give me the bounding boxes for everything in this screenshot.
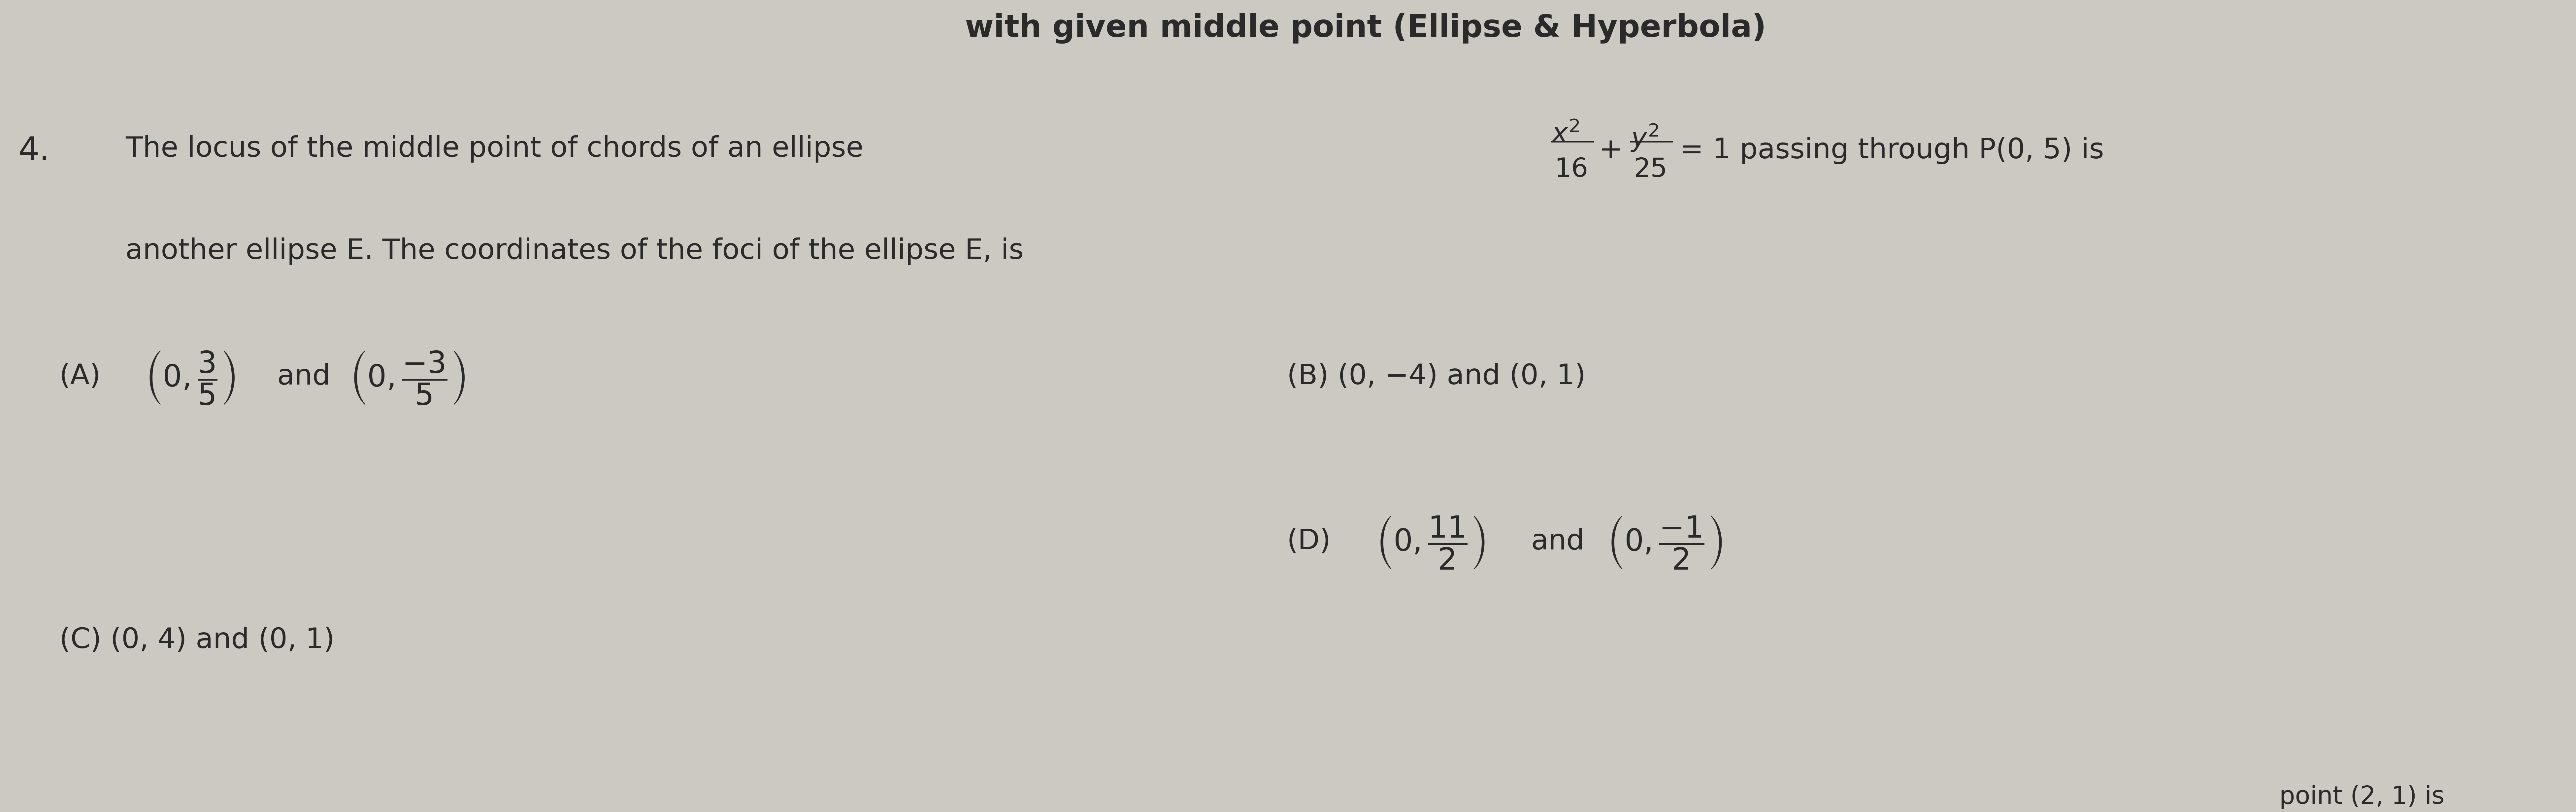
- Text: $\left(0,\dfrac{11}{2}\right)$: $\left(0,\dfrac{11}{2}\right)$: [1376, 515, 1484, 571]
- Text: +: +: [1600, 137, 1623, 164]
- Text: point (2, 1) is: point (2, 1) is: [2280, 785, 2445, 809]
- Text: $\left(0,\dfrac{-3}{5}\right)$: $\left(0,\dfrac{-3}{5}\right)$: [350, 350, 466, 406]
- Text: 4.: 4.: [18, 136, 49, 167]
- Text: (A): (A): [59, 363, 100, 391]
- Text: 25: 25: [1633, 157, 1667, 183]
- Text: (B) (0, −4) and (0, 1): (B) (0, −4) and (0, 1): [1288, 363, 1584, 391]
- Text: $x^2$: $x^2$: [1551, 122, 1579, 148]
- Text: = 1 passing through P(0, 5) is: = 1 passing through P(0, 5) is: [1680, 137, 2105, 164]
- Text: $\left(0,\dfrac{3}{5}\right)$: $\left(0,\dfrac{3}{5}\right)$: [144, 350, 234, 406]
- Text: $y^2$: $y^2$: [1631, 122, 1659, 153]
- Text: with given middle point (Ellipse & Hyperbola): with given middle point (Ellipse & Hyper…: [963, 13, 1767, 44]
- Text: and: and: [278, 363, 330, 391]
- Text: The locus of the middle point of chords of an ellipse: The locus of the middle point of chords …: [126, 136, 863, 162]
- Text: and: and: [1530, 528, 1584, 555]
- Text: another ellipse E. The coordinates of the foci of the ellipse E, is: another ellipse E. The coordinates of th…: [126, 237, 1023, 265]
- Text: $\left(0,\dfrac{-1}{2}\right)$: $\left(0,\dfrac{-1}{2}\right)$: [1607, 515, 1721, 571]
- Text: 16: 16: [1553, 157, 1587, 183]
- Text: (D): (D): [1288, 528, 1332, 555]
- Text: (C) (0, 4) and (0, 1): (C) (0, 4) and (0, 1): [59, 627, 335, 654]
